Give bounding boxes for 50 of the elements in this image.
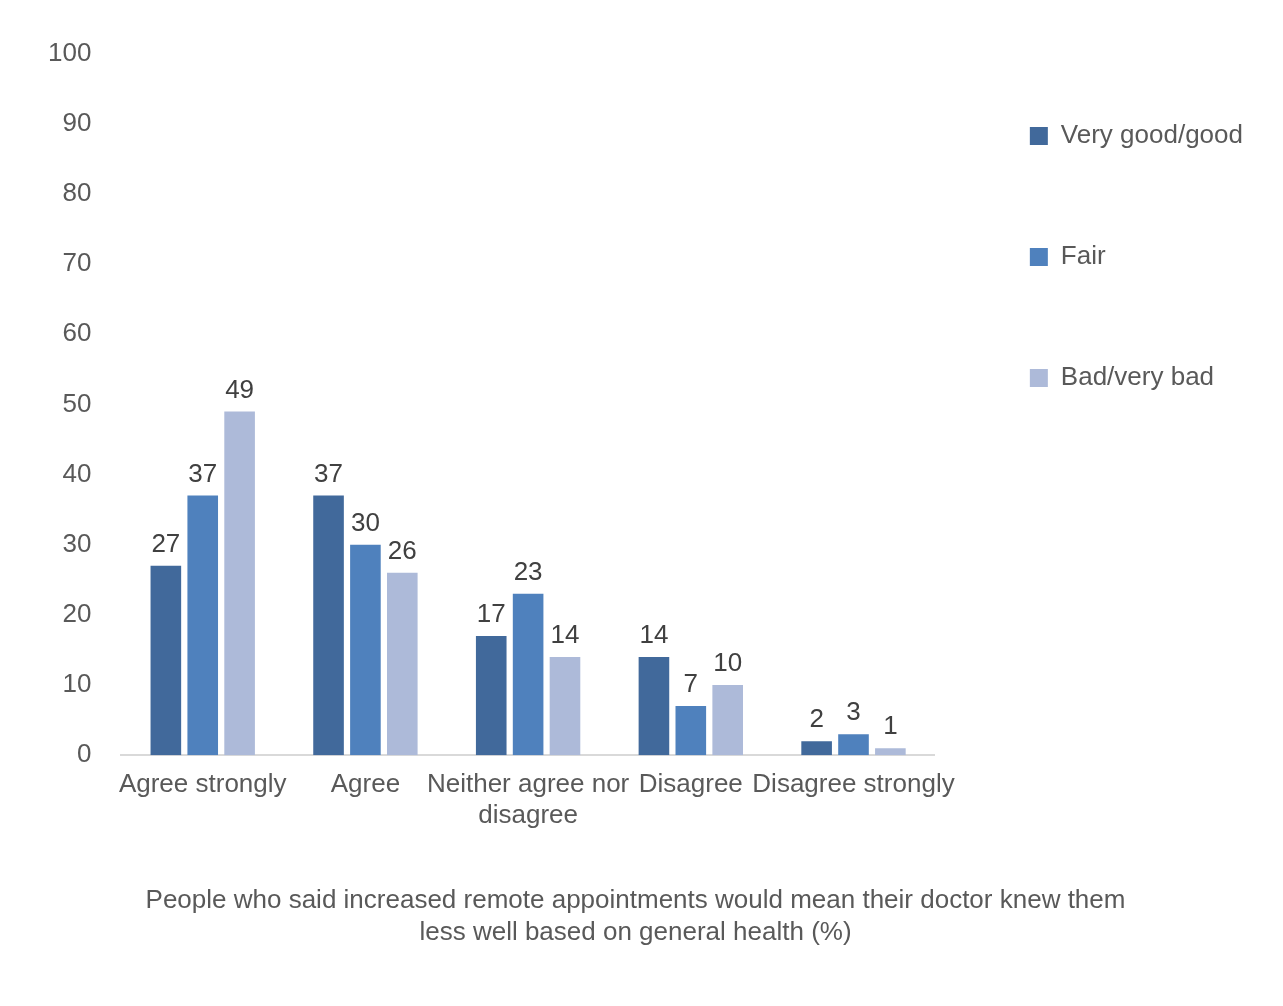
y-tick-label: 30 (62, 527, 92, 558)
data-label: 7 (683, 668, 699, 699)
y-tick-label: 20 (62, 598, 92, 629)
data-label: 37 (188, 457, 218, 488)
y-tick-label: 70 (62, 247, 92, 278)
bar (150, 565, 182, 756)
y-tick-label: 90 (62, 106, 92, 137)
legend-label: Bad/very bad (1060, 361, 1215, 392)
data-label: 37 (314, 457, 343, 488)
bar (475, 635, 507, 756)
x-tick-label: Agree (330, 767, 401, 798)
x-tick-label: Agree strongly (118, 767, 287, 798)
x-tick-label: Disagree strongly (752, 767, 955, 798)
data-label: 27 (151, 527, 181, 558)
bar (801, 741, 832, 756)
y-tick-label: 50 (62, 387, 92, 418)
bar (838, 734, 869, 756)
y-tick-label: 40 (62, 457, 92, 488)
legend-label: Fair (1060, 240, 1106, 271)
bar (675, 706, 707, 756)
data-label: 26 (387, 534, 417, 565)
bar (712, 685, 743, 756)
data-label: 17 (476, 598, 506, 629)
bar (638, 656, 670, 756)
bar (512, 593, 544, 756)
bar (313, 495, 344, 756)
y-tick-label: 60 (62, 317, 92, 348)
y-tick-label: 80 (62, 177, 92, 208)
data-label: 23 (513, 556, 543, 586)
bar (875, 748, 906, 756)
x-tick-label: Neither agree nor disagree (426, 767, 630, 830)
data-label: 30 (350, 506, 380, 537)
data-label: 2 (809, 703, 824, 734)
y-tick-label: 100 (47, 36, 92, 67)
y-tick-label: 0 (76, 738, 92, 769)
bar (350, 544, 381, 756)
bar (549, 656, 581, 756)
data-label: 3 (846, 696, 861, 727)
data-label: 49 (225, 373, 255, 404)
data-label: 14 (550, 619, 580, 650)
bar (187, 495, 219, 756)
text: People who said increased remote appointments would mean their doctor knew them less well based on general health (%) (145, 884, 1126, 946)
data-label: 10 (713, 647, 743, 678)
bar (224, 411, 255, 756)
legend-label: Very good/good (1060, 119, 1243, 150)
y-tick-label: 10 (62, 668, 92, 699)
bar (386, 572, 418, 756)
data-label: 14 (639, 619, 669, 650)
x-tick-label: Disagree (638, 767, 743, 798)
data-label: 1 (883, 710, 898, 741)
